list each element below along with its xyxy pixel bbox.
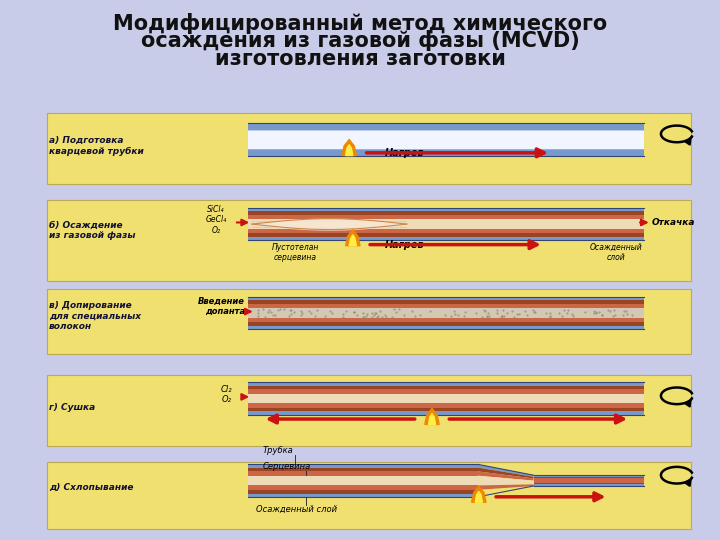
Bar: [248, 219, 644, 224]
Polygon shape: [475, 491, 482, 502]
Bar: [248, 471, 478, 476]
Bar: [248, 394, 644, 399]
Bar: [534, 475, 644, 477]
Text: а) Подготовка
кварцевой трубки: а) Подготовка кварцевой трубки: [49, 136, 144, 156]
Bar: [248, 300, 644, 304]
Polygon shape: [478, 481, 534, 485]
Bar: [534, 481, 644, 483]
Text: осаждения из газовой фазы (MCVD): осаждения из газовой фазы (MCVD): [140, 30, 580, 51]
Bar: [248, 481, 478, 485]
Bar: [248, 476, 478, 481]
Bar: [248, 322, 644, 326]
Bar: [534, 477, 644, 478]
Bar: [248, 237, 644, 240]
Bar: [248, 297, 644, 300]
Bar: [248, 224, 644, 229]
Text: Нагрев: Нагрев: [385, 240, 425, 249]
Bar: [248, 304, 644, 308]
Bar: [248, 389, 644, 394]
Bar: [248, 468, 478, 471]
Bar: [534, 484, 644, 486]
Bar: [248, 408, 644, 411]
Bar: [248, 215, 644, 219]
Bar: [47, 200, 691, 281]
Bar: [248, 485, 478, 490]
Polygon shape: [478, 471, 534, 481]
Polygon shape: [346, 145, 353, 156]
Text: Откачка: Откачка: [652, 218, 695, 227]
Text: г) Сушка: г) Сушка: [49, 403, 95, 412]
Text: Cl₂
O₂: Cl₂ O₂: [221, 384, 233, 404]
Bar: [248, 382, 644, 386]
Bar: [248, 130, 644, 149]
Bar: [248, 403, 644, 408]
Text: SiCl₄
GeCl₄
O₂: SiCl₄ GeCl₄ O₂: [205, 205, 227, 235]
Polygon shape: [472, 486, 486, 502]
Text: в) Допирование
для специальных
волокон: в) Допирование для специальных волокон: [49, 301, 141, 331]
Text: Осажденный
слой: Осажденный слой: [589, 243, 642, 262]
Bar: [47, 375, 691, 445]
Text: д) Схлопывание: д) Схлопывание: [49, 483, 133, 492]
Bar: [248, 494, 478, 497]
Bar: [47, 289, 691, 354]
Bar: [248, 208, 644, 211]
Bar: [248, 308, 644, 313]
Polygon shape: [478, 484, 534, 490]
Text: Модифицированный метод химического: Модифицированный метод химического: [113, 14, 607, 35]
Bar: [248, 229, 644, 233]
Bar: [248, 211, 644, 215]
Text: Нагрев: Нагрев: [385, 148, 425, 158]
Polygon shape: [342, 139, 356, 156]
Bar: [534, 483, 644, 484]
Bar: [248, 490, 478, 494]
Bar: [248, 233, 644, 237]
Text: б) Осаждение
из газовой фазы: б) Осаждение из газовой фазы: [49, 221, 135, 240]
Polygon shape: [428, 414, 436, 424]
Text: Пустотелан
серцевина: Пустотелан серцевина: [271, 243, 319, 262]
Bar: [248, 313, 644, 318]
Polygon shape: [478, 468, 534, 478]
Bar: [534, 478, 644, 481]
Text: Введение
допанта: Введение допанта: [198, 297, 245, 316]
Text: Трубка: Трубка: [263, 446, 294, 455]
Bar: [248, 149, 644, 156]
Polygon shape: [478, 476, 534, 483]
Polygon shape: [349, 235, 356, 246]
Polygon shape: [346, 230, 360, 246]
Bar: [47, 462, 691, 529]
Bar: [248, 464, 478, 468]
Bar: [248, 399, 644, 403]
Bar: [248, 411, 644, 415]
Text: Серцевина: Серцевина: [263, 462, 311, 471]
Text: Осажденный слой: Осажденный слой: [256, 505, 337, 514]
Polygon shape: [425, 408, 439, 424]
Text: изготовления заготовки: изготовления заготовки: [215, 49, 505, 69]
Bar: [248, 308, 644, 318]
Bar: [248, 386, 644, 389]
Bar: [248, 318, 644, 322]
Polygon shape: [478, 464, 534, 477]
Bar: [248, 326, 644, 329]
Bar: [47, 113, 691, 184]
Bar: [248, 123, 644, 130]
